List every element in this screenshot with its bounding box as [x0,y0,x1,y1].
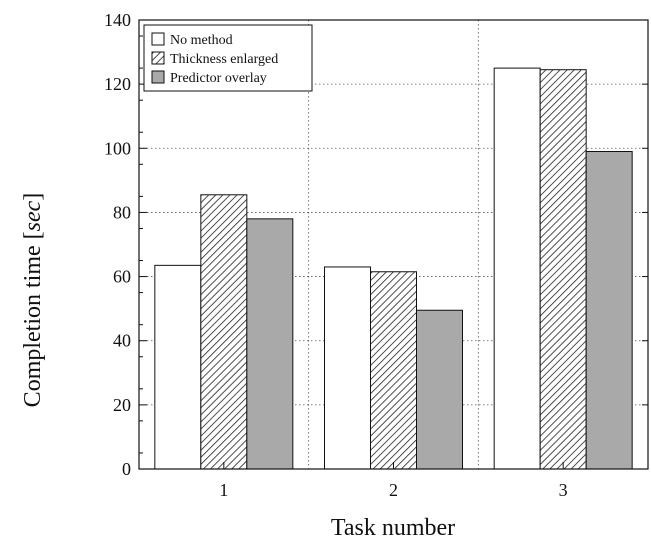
x-tick-label: 1 [219,480,228,500]
y-tick-label: 140 [104,10,131,30]
y-axis-label-unit: sec [20,200,46,231]
y-tick-label: 60 [113,267,131,287]
bar-hatched-task-1 [200,194,248,470]
legend-box [143,24,313,92]
axes [138,19,649,470]
bar-gray-task-3 [585,150,633,470]
legend-entry-hatched: Thickness enlarged [170,52,278,67]
y-tick-label: 20 [113,395,131,415]
bars [154,67,633,470]
bar-hatched-task-3 [539,69,587,470]
y-tick-label: 80 [113,202,131,222]
bar-gray-task-2 [416,309,463,470]
y-tick-label: 100 [104,138,131,158]
x-axis-label: Task number [331,515,455,541]
x-tick-label: 3 [559,480,568,500]
bar-gray-task-1 [246,218,294,470]
y-tick-label: 0 [122,459,131,479]
legend-entry-white: No method [170,33,233,48]
y-axis-label: Completion time [sec] [20,193,46,408]
y-tick-label: 120 [104,74,131,94]
bar-white-task-1 [154,264,202,470]
tick-labels: 1 2 3 0 20 40 60 80 100 120 140 [104,10,568,500]
y-tick-label: 40 [113,331,131,351]
y-axis-label-prefix: Completion time [ [20,231,46,407]
legend-swatch-hatched [151,51,165,65]
legend-entry-gray: Predictor overlay [170,71,267,86]
x-tick-label: 2 [389,480,398,500]
bar-hatched-task-2 [370,271,417,470]
legend: No method Thickness enlarged Predictor ove… [143,24,313,92]
bar-white-task-2 [324,266,371,470]
bar-white-task-3 [493,67,541,470]
legend-swatch-white [151,32,165,46]
y-axis-label-suffix: ] [20,193,46,201]
legend-swatch-gray [151,70,165,84]
plot-frame [138,19,649,470]
